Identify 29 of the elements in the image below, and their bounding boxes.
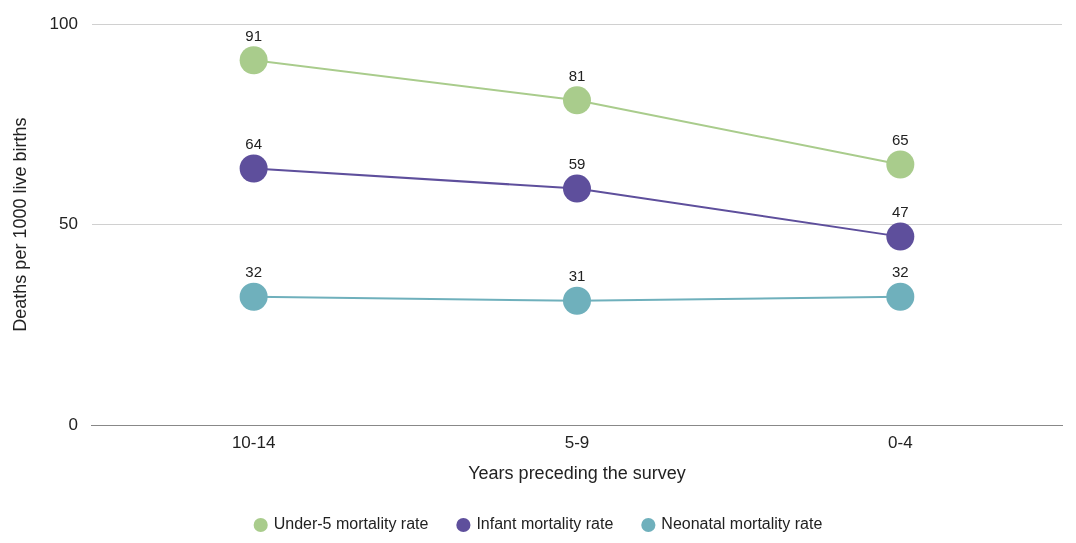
data-label: 91 xyxy=(245,26,262,44)
y-tick-label: 100 xyxy=(49,13,78,33)
point xyxy=(886,150,915,179)
x-tick-label: 10-14 xyxy=(231,432,276,452)
data-label: 59 xyxy=(568,155,586,173)
x-tick-label: 0-4 xyxy=(888,432,913,452)
y-axis-title: Deaths per 1000 live births xyxy=(9,117,30,332)
data-label: 64 xyxy=(245,135,262,153)
data-label: 65 xyxy=(891,131,909,149)
x-tick-label: 5-9 xyxy=(564,432,590,452)
point xyxy=(562,286,591,315)
data-label: 32 xyxy=(245,263,262,281)
point xyxy=(562,86,591,115)
legend-label: Neonatal mortality rate xyxy=(661,515,823,533)
point xyxy=(562,174,591,203)
data-label: 47 xyxy=(891,203,909,221)
data-label: 32 xyxy=(891,263,909,281)
point xyxy=(239,154,268,183)
y-tick-label: 50 xyxy=(59,214,78,234)
legend-label: Infant mortality rate xyxy=(476,515,614,533)
data-label: 81 xyxy=(568,66,586,84)
data-label: 31 xyxy=(568,267,586,285)
point xyxy=(239,282,268,311)
point xyxy=(886,282,915,311)
x-axis-title: Years preceding the survey xyxy=(468,463,686,484)
point xyxy=(239,46,268,75)
legend-label: Under-5 mortality rate xyxy=(273,515,429,533)
point xyxy=(886,222,915,251)
y-tick-label: 0 xyxy=(68,414,78,434)
